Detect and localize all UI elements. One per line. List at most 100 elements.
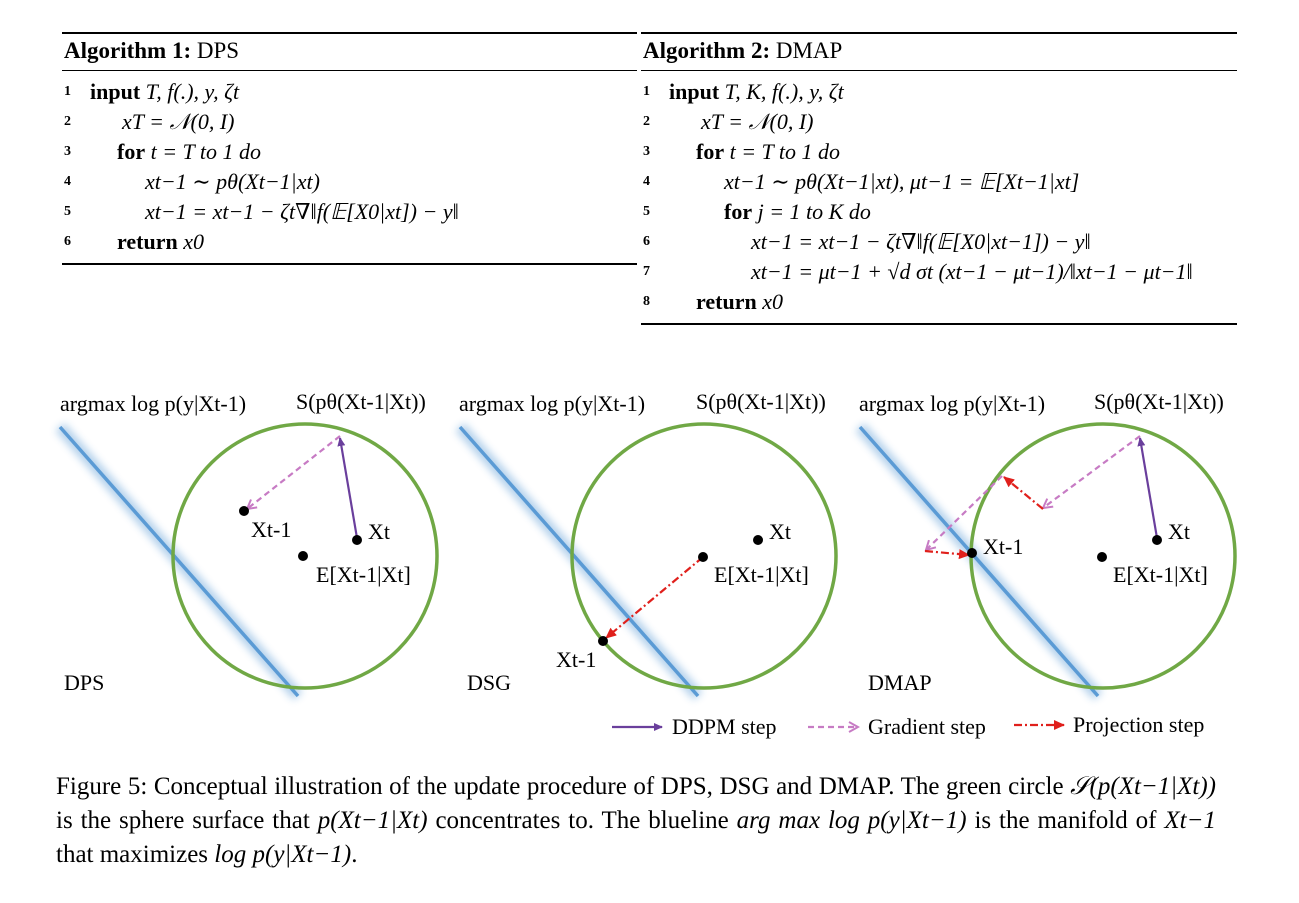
xt-point — [753, 535, 763, 545]
bottom-rule — [641, 323, 1237, 325]
line-text: xt−1 ∼ pθ(Xt−1|xt), μt−1 = 𝔼[Xt−1|xt] — [724, 169, 1080, 194]
argmax-manifold-line — [458, 425, 700, 698]
caption-text: is the manifold of — [966, 807, 1165, 834]
argmax-manifold-line — [858, 425, 1100, 698]
line-number: 8 — [643, 294, 650, 309]
ddpm-step-arrow — [1137, 437, 1159, 539]
bottom-rule — [62, 263, 637, 265]
argmax-label: argmax log p(y|Xt-1) — [459, 391, 645, 416]
xt1-label: Xt-1 — [556, 647, 596, 672]
line-text: j = 1 to K do — [752, 199, 871, 224]
line-text: xt−1 ∼ pθ(Xt−1|xt) — [145, 169, 320, 194]
sphere-label: S(pθ(Xt-1|Xt)) — [1094, 389, 1224, 414]
algo-line: 6 xt−1 = xt−1 − ζt∇‖f(𝔼[X0|xt−1]) − y‖ — [641, 227, 1237, 257]
caption-math: Xt−1 — [1164, 807, 1216, 834]
panel-dmap: argmax log p(y|Xt-1) S(pθ(Xt-1|Xt)) Xt E… — [855, 389, 1237, 700]
projection-step-arrow — [605, 556, 704, 639]
top-rule — [62, 32, 637, 34]
line-number: 2 — [643, 114, 650, 129]
algorithm-label: Algorithm 1: — [64, 38, 192, 63]
caption-math: p(Xt−1|Xt) — [317, 807, 428, 834]
algo-line: 7 xt−1 = μt−1 + √d σt (xt−1 − μt−1)/‖xt−1… — [641, 257, 1237, 287]
algo-line: 4 xt−1 ∼ pθ(Xt−1|xt) — [62, 167, 637, 197]
algo-line: 5 xt−1 = xt−1 − ζt∇‖f(𝔼[X0|xt]) − y‖ — [62, 197, 637, 227]
algo-line: 1 input T, f(.), y, ζt — [62, 77, 637, 107]
argmax-manifold-line — [58, 425, 300, 698]
caption-text: . — [351, 841, 358, 868]
line-number: 2 — [64, 114, 71, 129]
sphere-circle — [570, 422, 838, 690]
xt-label: Xt — [769, 519, 791, 544]
xt-point — [1152, 535, 1162, 545]
keyword: return — [117, 229, 178, 254]
line-text: xt−1 = μt−1 + √d σt (xt−1 − μt−1)/‖xt−1 … — [751, 259, 1193, 284]
xt1-point — [598, 636, 608, 646]
line-text: xT = 𝒩(0, I) — [701, 109, 814, 134]
caption-text: that maximizes — [56, 841, 215, 868]
method-label: DPS — [64, 670, 104, 695]
algo-line: 3 for t = T to 1 do — [641, 137, 1237, 167]
xt1-label: Xt-1 — [251, 517, 291, 542]
title-rule — [641, 70, 1237, 71]
top-rule — [641, 32, 1237, 34]
keyword: for — [696, 139, 725, 164]
algo-line: 3 for t = T to 1 do — [62, 137, 637, 167]
caption-math: 𝒮(p(Xt−1|Xt)) — [1070, 773, 1216, 800]
line-number: 1 — [643, 84, 650, 99]
figure-caption: Figure 5: Conceptual illustration of the… — [56, 770, 1216, 872]
algo-line: 6 return x0 — [62, 227, 637, 257]
xt1-point — [967, 548, 977, 558]
expectation-point — [1097, 552, 1107, 562]
algo-line: 2 xT = 𝒩(0, I) — [641, 107, 1237, 137]
legend-ddpm-label: DDPM step — [672, 714, 777, 739]
algorithm-2-lines: 1 input T, K, f(.), y, ζt 2 xT = 𝒩(0, I) 3… — [641, 71, 1237, 317]
sphere-label: S(pθ(Xt-1|Xt)) — [696, 389, 826, 414]
algorithm-1-lines: 1 input T, f(.), y, ζt 2 xT = 𝒩(0, I) 3 for… — [62, 71, 637, 257]
sphere-label: S(pθ(Xt-1|Xt)) — [296, 389, 426, 414]
line-text: t = T to 1 do — [145, 139, 262, 164]
xt-label: Xt — [368, 519, 390, 544]
line-text: T, f(.), y, ζt — [140, 79, 240, 104]
keyword: for — [724, 199, 753, 224]
caption-math: arg max log p(y|Xt−1) — [736, 807, 967, 834]
line-text: xt−1 = xt−1 − ζt∇‖f(𝔼[X0|xt]) − y‖ — [145, 199, 459, 224]
line-number: 6 — [643, 234, 650, 249]
caption-text: is the sphere surface that — [56, 807, 318, 834]
xt1-point — [239, 506, 249, 516]
algo-line: 1 input T, K, f(.), y, ζt — [641, 77, 1237, 107]
keyword: return — [696, 289, 757, 314]
panel-dsg: argmax log p(y|Xt-1) S(pθ(Xt-1|Xt)) Xt E… — [455, 389, 838, 700]
method-label: DSG — [467, 670, 511, 695]
algo-line: 2 xT = 𝒩(0, I) — [62, 107, 637, 137]
line-number: 1 — [64, 84, 71, 99]
xt1-label: Xt-1 — [983, 534, 1023, 559]
xt-label: Xt — [1168, 519, 1190, 544]
algorithm-label: Algorithm 2: — [643, 38, 771, 63]
sphere-circle — [171, 422, 439, 690]
caption-math: log p(y|Xt−1) — [214, 841, 352, 868]
line-text: t = T to 1 do — [724, 139, 841, 164]
line-number: 5 — [643, 204, 650, 219]
gradient-step-arrow — [247, 435, 341, 509]
algorithm-name: DMAP — [775, 38, 843, 63]
line-text: x0 — [177, 229, 204, 254]
legend-projection-label: Projection step — [1073, 712, 1204, 737]
algo-line: 4 xt−1 ∼ pθ(Xt−1|xt), μt−1 = 𝔼[Xt−1|xt] — [641, 167, 1237, 197]
legend: DDPM step Gradient step Projection step — [612, 712, 1204, 739]
algorithm-name: DPS — [196, 38, 240, 63]
expectation-label: E[Xt-1|Xt] — [714, 562, 809, 587]
caption-text: concentrates to. The blueline — [427, 807, 737, 834]
expectation-point — [298, 551, 308, 561]
algorithm-2-title: Algorithm 2: DMAP — [641, 34, 1237, 70]
keyword: input — [90, 79, 141, 104]
argmax-label: argmax log p(y|Xt-1) — [60, 391, 246, 416]
keyword: input — [669, 79, 720, 104]
line-number: 4 — [643, 174, 650, 189]
line-number: 6 — [64, 234, 71, 249]
expectation-label: E[Xt-1|Xt] — [1113, 562, 1208, 587]
line-number: 4 — [64, 174, 71, 189]
line-number: 3 — [643, 144, 650, 159]
algorithm-1-title: Algorithm 1: DPS — [62, 34, 637, 70]
line-text: T, K, f(.), y, ζt — [719, 79, 844, 104]
line-text: xT = 𝒩(0, I) — [122, 109, 235, 134]
